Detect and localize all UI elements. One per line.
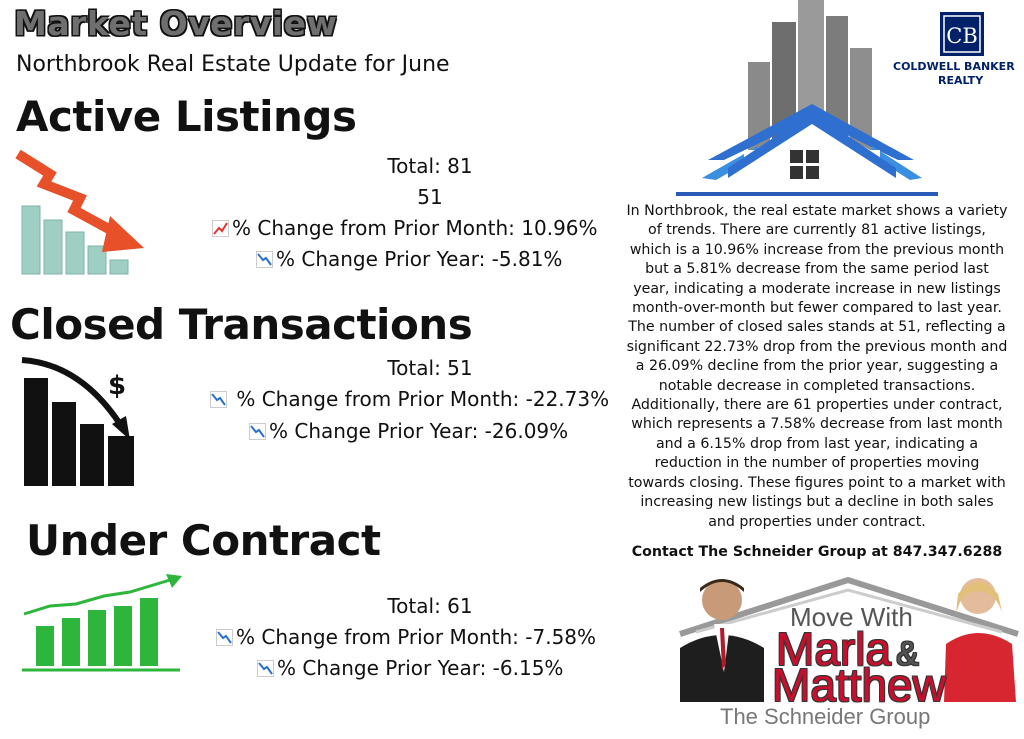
team-ampersand: & [896, 635, 919, 673]
active-year-change: % Change Prior Year: -5.81% [276, 247, 563, 271]
under-year-change-row: % Change Prior Year: -6.15% [257, 656, 563, 680]
brand-line1: COLDWELL BANKER [893, 60, 1015, 73]
active-listings-heading: Active Listings [16, 92, 357, 141]
chart-decreasing-icon [210, 389, 227, 408]
active-total: Total: 81 [387, 154, 473, 178]
chart-decreasing-icon [256, 249, 273, 268]
under-month-change: % Change from Prior Month: -7.58% [236, 625, 597, 649]
team-branding-graphic [679, 576, 1019, 702]
closed-month-change: % Change from Prior Month: -22.73% [230, 387, 610, 411]
chart-increasing-icon [212, 218, 229, 237]
declining-arrow-chart-icon [15, 149, 144, 275]
brand-line2: REALTY [938, 74, 984, 87]
active-year-change-row: % Change Prior Year: -5.81% [256, 247, 562, 271]
coldwell-banker-logo: CB [940, 12, 984, 56]
coldwell-banker-wordmark: COLDWELL BANKER REALTY [893, 60, 1024, 88]
closed-year-change: % Change Prior Year: -26.09% [269, 419, 569, 443]
declining-sales-chart-icon: $ [21, 357, 134, 486]
closed-year-change-row: % Change Prior Year: -26.09% [249, 419, 568, 443]
closed-transactions-heading: Closed Transactions [10, 300, 473, 349]
team-names: Marla & [776, 622, 919, 676]
team-tagline: Move With [790, 602, 913, 632]
agent-photo-man [680, 579, 764, 702]
page-subtitle: Northbrook Real Estate Update for June [16, 52, 450, 77]
under-contract-heading: Under Contract [26, 516, 381, 565]
market-summary-text: In Northbrook, the real estate market sh… [626, 203, 1008, 530]
team-group-name: The Schneider Group [720, 704, 931, 729]
active-extra-value: 51 [417, 185, 443, 209]
page-title: Market Overview [14, 4, 338, 43]
under-month-change-row: % Change from Prior Month: -7.58% [216, 625, 596, 649]
active-month-change-row: % Change from Prior Month: 10.96% [212, 216, 598, 240]
city-house-illustration [676, 0, 938, 196]
closed-month-change-row: % Change from Prior Month: -22.73% [210, 387, 609, 411]
team-name-second: Matthew [772, 659, 946, 711]
agent-photo-woman [944, 578, 1016, 702]
contact-line: Contact The Schneider Group at 847.347.6… [631, 544, 1003, 560]
under-total: Total: 61 [387, 594, 473, 618]
chart-decreasing-icon [216, 627, 233, 646]
active-month-change: % Change from Prior Month: 10.96% [232, 216, 598, 240]
svg-text:CB: CB [946, 24, 978, 48]
growth-chart-icon [22, 574, 182, 672]
chart-decreasing-icon [257, 658, 274, 677]
dollar-sign-icon: $ [108, 371, 126, 401]
chart-decreasing-icon [249, 421, 266, 440]
under-year-change: % Change Prior Year: -6.15% [277, 656, 564, 680]
closed-total: Total: 51 [387, 356, 473, 380]
cb-monogram-icon: CB [943, 15, 981, 53]
team-name-first: Marla [776, 623, 892, 675]
